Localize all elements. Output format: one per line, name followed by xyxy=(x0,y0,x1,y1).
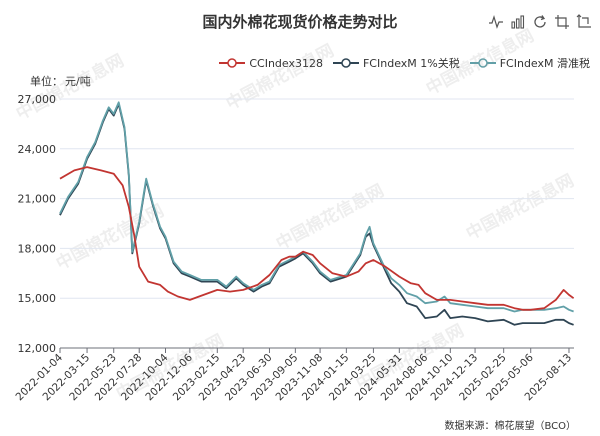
chart-title: 国内外棉花现货价格走势对比 xyxy=(202,13,398,31)
refresh-icon[interactable] xyxy=(532,14,548,30)
x-axis: 2022-01-042022-03-152022-05-232022-07-28… xyxy=(13,347,574,403)
watermark-text: 中国棉花信息网 xyxy=(52,200,167,274)
y-tick-label: 15,000 xyxy=(18,292,57,305)
legend-label-fcindex-1pct: FCIndexM 1%关税 xyxy=(362,57,460,70)
unit-value: 元/吨 xyxy=(65,75,91,88)
legend-item-ccindex[interactable]: CCIndex3128 xyxy=(219,55,323,71)
line-chart-icon[interactable] xyxy=(488,14,504,30)
series-line-ccindex[interactable] xyxy=(59,166,575,311)
legend-item-fcindex-1pct[interactable]: FCIndexM 1%关税 xyxy=(332,55,460,71)
y-tick-label: 27,000 xyxy=(18,93,57,106)
zoom-select-icon[interactable] xyxy=(554,14,570,30)
y-tick-label: 21,000 xyxy=(18,193,57,206)
unit-label: 单位： xyxy=(30,75,63,88)
series-line-fcindex-sliding[interactable] xyxy=(59,101,574,313)
watermark-text: 中国棉花信息网 xyxy=(222,40,337,114)
legend-swatch-ccindex xyxy=(219,58,246,68)
y-axis-unit: 单位： 元/吨 xyxy=(30,73,91,89)
watermark-text: 中国棉花信息网 xyxy=(272,180,387,254)
watermark-text: 中国棉花信息网 xyxy=(422,25,537,99)
source-note: 数据来源：棉花展望（BCO） xyxy=(444,421,576,432)
y-tick-label: 24,000 xyxy=(18,143,57,156)
legend-swatch-fcindex-sliding xyxy=(469,58,496,68)
y-tick-label: 12,000 xyxy=(18,342,57,355)
legend-label-fcindex-sliding: FCIndexM 滑准税 xyxy=(499,57,590,70)
series-lines xyxy=(59,101,575,326)
bar-chart-icon[interactable] xyxy=(510,14,526,30)
legend-swatch-fcindex-1pct xyxy=(332,58,359,68)
watermark-text: 中国棉花信息网 xyxy=(12,50,127,124)
legend-label-ccindex: CCIndex3128 xyxy=(249,56,323,70)
watermark-text: 中国棉花信息网 xyxy=(462,170,577,244)
toolbox xyxy=(488,14,592,30)
zoom-reset-icon[interactable] xyxy=(576,14,592,30)
legend: CCIndex3128 FCIndexM 1%关税 FCIndexM 滑准税 xyxy=(219,55,590,71)
legend-item-fcindex-sliding[interactable]: FCIndexM 滑准税 xyxy=(469,55,590,71)
y-axis: 12,000 15,000 18,000 21,000 24,000 27,000 xyxy=(18,93,57,355)
y-tick-label: 18,000 xyxy=(18,242,57,255)
